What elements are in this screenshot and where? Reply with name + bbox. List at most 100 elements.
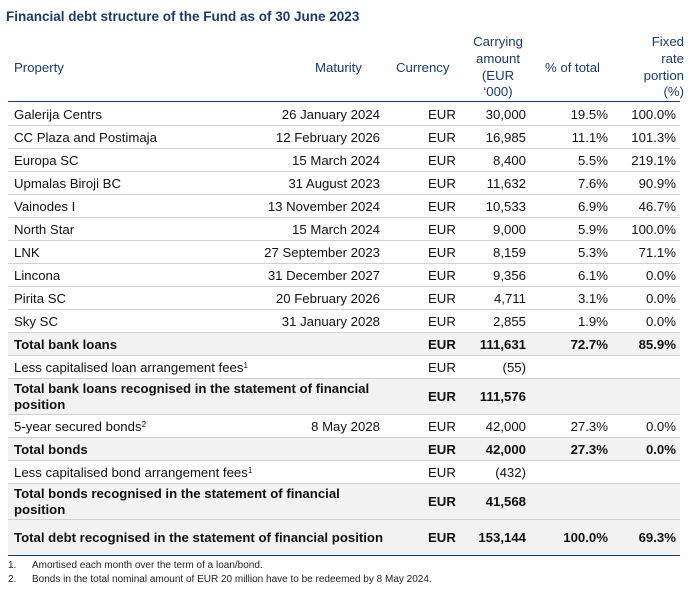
table-title: Financial debt structure of the Fund as … xyxy=(6,9,360,24)
cell-amount: 42,000 xyxy=(485,441,526,457)
header-maturity: Maturity xyxy=(315,60,362,75)
table-row: LNK 27 September 2023 EUR 8,159 5.3% 71.… xyxy=(8,241,680,264)
cell-amount: 42,000 xyxy=(485,418,526,434)
total-row: Total bank loans recognised in the state… xyxy=(8,379,680,415)
cell-property: Upmalas Biroji BC xyxy=(14,175,121,191)
cell-amount: 9,000 xyxy=(492,221,526,237)
header-carrying-line4: ‘000) xyxy=(483,84,513,100)
cell-fixed-rate: 0.0% xyxy=(645,290,676,306)
total-row: Total bank loans EUR 111,631 72.7% 85.9% xyxy=(8,333,680,356)
table-row: 5-year secured bonds 2 8 May 2028 EUR 42,… xyxy=(8,415,680,438)
cell-property: Sky SC xyxy=(14,313,58,329)
header-carrying-amount: Carrying amount (EUR ‘000) xyxy=(458,34,538,101)
cell-currency: EUR xyxy=(428,267,456,283)
cell-currency: EUR xyxy=(428,221,456,237)
header-fixed-line3: portion xyxy=(643,67,684,83)
cell-amount: 111,576 xyxy=(479,389,526,404)
cell-property: Vainodes I xyxy=(14,198,76,214)
header-carrying-line3: (EUR xyxy=(481,67,515,83)
table-row: Less capitalised bond arrangement fees 1 … xyxy=(8,461,680,484)
cell-fixed-rate: 0.0% xyxy=(645,441,676,457)
cell-property: Total bank loans recognised in the state… xyxy=(14,380,370,412)
cell-property: LNK xyxy=(14,244,40,260)
table-row: Galerija Centrs 26 January 2024 EUR 30,0… xyxy=(8,103,680,126)
header-fixed-line2: rate xyxy=(661,50,684,66)
cell-pct-total: 72.7% xyxy=(570,336,608,352)
header-fixed-rate: Fixed rate portion (%) xyxy=(628,34,684,101)
header-carrying-line1: Carrying xyxy=(473,34,523,49)
cell-currency: EUR xyxy=(428,152,456,168)
cell-currency: EUR xyxy=(428,464,456,480)
cell-currency: EUR xyxy=(428,175,456,191)
cell-property: Galerija Centrs xyxy=(14,106,102,122)
cell-currency: EUR xyxy=(428,106,456,122)
cell-maturity: 15 March 2024 xyxy=(292,221,380,237)
cell-fixed-rate: 100.0% xyxy=(631,221,676,237)
cell-fixed-rate: 0.0% xyxy=(645,418,676,434)
cell-property-text: Less capitalised bond arrangement fees xyxy=(14,464,248,480)
cell-pct-total: 27.3% xyxy=(570,418,608,434)
header-fixed-line4: (%) xyxy=(663,84,684,100)
cell-fixed-rate: 46.7% xyxy=(638,198,676,214)
cell-amount: 9,356 xyxy=(492,267,526,283)
header-pct-total: % of total xyxy=(545,60,600,75)
cell-currency: EUR xyxy=(428,418,456,434)
cell-amount: 16,985 xyxy=(485,129,526,145)
cell-pct-total: 19.5% xyxy=(570,106,608,122)
cell-amount: 4,711 xyxy=(493,290,526,306)
cell-maturity: 12 February 2026 xyxy=(275,129,380,145)
footnote-number: 1. xyxy=(8,560,17,571)
cell-amount: (55) xyxy=(502,359,526,375)
table-row: Pirita SC 20 February 2026 EUR 4,711 3.1… xyxy=(8,287,680,310)
cell-property: Less capitalised loan arrangement fees 1 xyxy=(14,359,248,375)
cell-pct-total: 5.9% xyxy=(577,221,608,237)
cell-pct-total: 1.9% xyxy=(577,313,608,329)
table-row: Sky SC 31 January 2028 EUR 2,855 1.9% 0.… xyxy=(8,310,680,333)
cell-fixed-rate: 100.0% xyxy=(631,106,676,122)
cell-property: 5-year secured bonds 2 xyxy=(14,418,147,434)
header-property: Property xyxy=(14,60,64,75)
table-row: North Star 15 March 2024 EUR 9,000 5.9% … xyxy=(8,218,680,241)
cell-maturity: 13 November 2024 xyxy=(267,198,380,214)
cell-pct-total: 5.3% xyxy=(577,244,608,260)
cell-fixed-rate: 101.3% xyxy=(631,129,676,145)
table-body: Galerija Centrs 26 January 2024 EUR 30,0… xyxy=(8,103,680,556)
cell-amount: (432) xyxy=(495,464,526,480)
cell-amount: 10,533 xyxy=(485,198,526,214)
cell-property-text: 5-year secured bonds xyxy=(14,418,142,434)
cell-property: Total bank loans xyxy=(14,336,118,352)
cell-property: Pirita SC xyxy=(14,290,67,306)
cell-currency: EUR xyxy=(428,129,456,145)
cell-property: Total bonds xyxy=(14,441,88,457)
footnote-2: 2. Bonds in the total nominal amount of E… xyxy=(8,573,680,587)
cell-maturity: 31 December 2027 xyxy=(267,267,380,283)
footnote-text: Amortised each month over the term of a … xyxy=(32,560,263,571)
cell-fixed-rate: 85.9% xyxy=(638,336,676,352)
cell-currency: EUR xyxy=(428,441,456,457)
header-fixed-line1: Fixed xyxy=(651,34,684,49)
cell-pct-total: 6.1% xyxy=(577,267,608,283)
total-row: Total bonds EUR 42,000 27.3% 0.0% xyxy=(8,438,680,461)
cell-pct-total: 6.9% xyxy=(577,198,608,214)
cell-pct-total: 27.3% xyxy=(570,441,608,457)
cell-amount: 111,631 xyxy=(479,336,526,352)
cell-currency: EUR xyxy=(428,313,456,329)
cell-fixed-rate: 0.0% xyxy=(645,313,676,329)
cell-maturity: 8 May 2028 xyxy=(311,418,380,434)
cell-currency: EUR xyxy=(428,336,456,352)
cell-amount: 11,632 xyxy=(486,175,526,191)
cell-property: Lincona xyxy=(14,267,61,283)
cell-amount: 153,144 xyxy=(478,530,526,545)
cell-property: Total debt recognised in the statement o… xyxy=(14,529,384,545)
cell-currency: EUR xyxy=(428,244,456,260)
total-row: Total bonds recognised in the statement … xyxy=(8,484,680,520)
cell-fixed-rate: 90.9% xyxy=(638,175,676,191)
cell-maturity: 27 September 2023 xyxy=(264,244,380,260)
cell-currency: EUR xyxy=(428,290,456,306)
cell-amount: 8,400 xyxy=(492,152,526,168)
cell-fixed-rate: 0.0% xyxy=(645,267,676,283)
footnote-number: 2. xyxy=(8,574,17,585)
cell-pct-total: 3.1% xyxy=(577,290,608,306)
footnotes: 1. Amortised each month over the term of … xyxy=(8,559,680,587)
cell-property: Europa SC xyxy=(14,152,79,168)
